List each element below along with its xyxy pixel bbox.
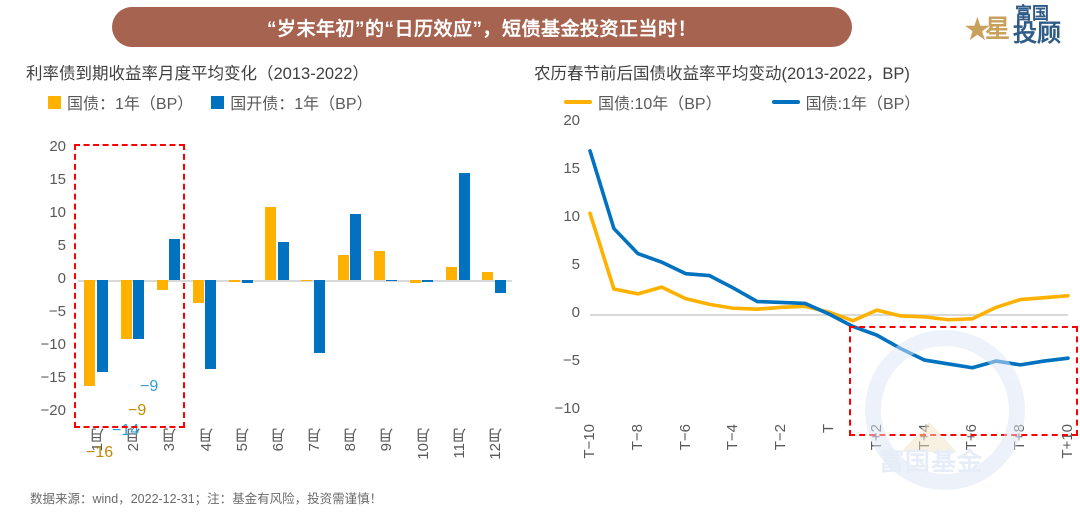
footer-note: 数据来源：wind，2022-12-31；注：基金有风险，投资需谨慎！: [30, 492, 383, 506]
bar-4月-s0: [192, 280, 204, 304]
bar-value-label: −9: [140, 378, 159, 395]
right-plot-area: 20 15 10 5 0 −5 −10 T−10 T−8 T−6 T−4 T−2 T T+2 T+4 T+6 T…: [528, 52, 1080, 482]
y-axis-tick-label: 5: [57, 237, 66, 254]
y-axis-tick-label: −20: [40, 402, 66, 419]
legend-item-0: 国债：1年（BP）: [48, 90, 193, 114]
x-axis-tick-label: T−10: [581, 424, 598, 459]
highlight-box-left-chart: [74, 144, 185, 428]
bar-11月-s1: [458, 173, 470, 280]
page-title: “岁末年初”的“日历效应”，短债基金投资正当时！: [266, 18, 697, 40]
legend-label-0: 国债：1年（BP）: [67, 96, 194, 113]
x-axis-tick-label: 4月: [197, 428, 215, 452]
line-series-1: [588, 149, 1070, 370]
bar-11月-s0: [446, 266, 457, 280]
y-axis-tick-label: −10: [554, 400, 580, 417]
legend-line-icon: [771, 100, 800, 104]
x-axis-tick-label: T−4: [724, 424, 742, 451]
bar-2月-s1: [133, 280, 144, 340]
bar-3月-s0: [156, 280, 168, 290]
y-axis-tick-label: 20: [563, 112, 580, 129]
logo-brand-line1: 富国: [1015, 4, 1049, 23]
y-axis-tick-label: 20: [49, 138, 66, 155]
logo-xing-text: 星: [985, 15, 1011, 43]
bar-9月-s1: [386, 280, 398, 282]
brand-logo: ★ 星 富国 投顾: [963, 3, 1075, 49]
y-axis-tick-label: −5: [48, 303, 66, 320]
bar-4月-s1: [205, 280, 217, 370]
bar-8月-s0: [337, 254, 349, 280]
highlight-box-right-chart: [848, 326, 1078, 436]
legend-item-1: 国债:1年（BP）: [771, 90, 921, 114]
bar-12月-s0: [482, 272, 494, 280]
x-axis-tick-label: 12月: [486, 428, 504, 460]
bar-5月-s1: [241, 280, 253, 284]
x-axis-tick-label: T−6: [676, 424, 694, 451]
legend-line-icon: [564, 100, 592, 104]
y-axis-tick-label: 10: [563, 208, 580, 225]
bar-value-label: −16: [86, 444, 114, 461]
logo-brand-line2: 投顾: [1013, 20, 1061, 47]
legend-label-1: 国开债：1年（BP）: [230, 96, 373, 113]
right-chart-legend: 国债:10年（BP） 国债:1年（BP）: [564, 90, 920, 114]
legend-label-0: 国债:10年（BP）: [598, 96, 722, 113]
star-icon: ★: [963, 11, 992, 47]
legend-swatch-icon: [48, 95, 61, 109]
bar-10月-s0: [409, 280, 421, 284]
bar-5月-s0: [229, 280, 240, 282]
left-chart-title: 利率债到期收益率月度平均变化（2013-2022）: [26, 65, 369, 83]
title-banner: “岁末年初”的“日历效应”，短债基金投资正当时！: [112, 7, 852, 47]
zero-baseline: [78, 280, 512, 282]
y-axis-tick-label: 0: [571, 304, 580, 321]
bar-9月-s0: [373, 250, 385, 280]
line-series-0: [588, 211, 1070, 323]
x-axis-tick-label: 11月: [450, 428, 468, 459]
bar-2月-s0: [120, 280, 132, 340]
page-header: “岁末年初”的“日历效应”，短债基金投资正当时！ ★ 星 富国 投顾: [0, 0, 1080, 52]
x-axis-tick-label: T: [820, 424, 837, 434]
y-axis-tick-label: 15: [49, 171, 66, 188]
x-axis-tick-label: T−8: [628, 424, 646, 451]
y-axis-tick-label: −10: [40, 336, 66, 353]
bar-6月-s1: [277, 242, 289, 280]
y-axis-tick-label: 10: [49, 204, 66, 221]
legend-item-0: 国债:10年（BP）: [564, 90, 722, 114]
legend-label-1: 国债:1年（BP）: [805, 96, 921, 113]
left-chart-panel: 利率债到期收益率月度平均变化（2013-2022） 国债：1年（BP） 国开债：…: [0, 52, 528, 482]
x-axis-tick-label: 8月: [342, 428, 360, 452]
bar-1月-s0: [84, 280, 96, 386]
bar-7月-s0: [301, 280, 313, 281]
y-axis-tick-label: 5: [571, 256, 580, 273]
x-axis-tick-label: T−2: [772, 424, 790, 451]
left-plot-area: 20 15 10 5 0 −5 −10 −15 −20 1月 2月 3月 4月 5月 6月 7月 8月 9月 10月…: [0, 52, 528, 482]
line-series-group: [588, 149, 1070, 370]
x-axis-tick-label: 3月: [161, 428, 179, 452]
y-axis-tick-label: 0: [57, 270, 66, 287]
x-axis-tick-label: 6月: [269, 428, 287, 452]
bar-12月-s1: [494, 280, 506, 294]
x-axis-tick-label: 7月: [306, 428, 324, 452]
bar-value-label: −9: [128, 402, 147, 419]
legend-swatch-icon: [211, 95, 225, 109]
x-axis-tick-label: 9月: [378, 428, 396, 452]
left-chart-legend: 国债：1年（BP） 国开债：1年（BP）: [48, 90, 373, 114]
bar-8月-s1: [350, 214, 361, 280]
bar-7月-s1: [313, 280, 325, 353]
right-chart-title: 农历春节前后国债收益率平均变动(2013-2022，BP): [534, 65, 910, 83]
right-chart-panel: 农历春节前后国债收益率平均变动(2013-2022，BP) 国债:10年（BP）…: [528, 52, 1080, 482]
y-axis-tick-label: −5: [562, 352, 580, 369]
y-axis-tick-label: 15: [563, 160, 580, 177]
bar-1月-s1: [96, 280, 108, 373]
y-axis-tick-label: −15: [40, 369, 66, 386]
x-axis-tick-label: 10月: [414, 428, 432, 460]
bar-6月-s0: [265, 207, 277, 280]
legend-item-1: 国开债：1年（BP）: [211, 90, 373, 114]
bar-10月-s1: [422, 280, 434, 282]
bar-3月-s1: [169, 239, 181, 280]
x-axis-tick-label: 5月: [233, 428, 251, 452]
